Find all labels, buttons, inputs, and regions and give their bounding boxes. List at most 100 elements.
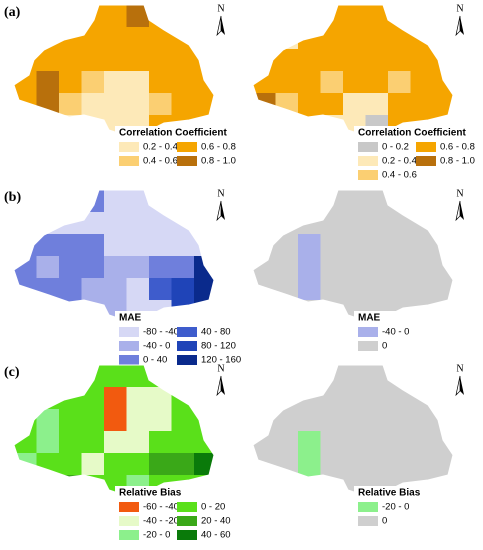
- legend-label: -20 - 0: [382, 502, 409, 513]
- map-cell: [104, 256, 149, 278]
- north-label: N: [217, 363, 224, 374]
- north-label: N: [456, 3, 463, 14]
- legend-label: 0.8 - 1.0: [440, 156, 475, 167]
- north-arrow: [221, 16, 225, 35]
- map-cell: [275, 27, 298, 49]
- map-cell: [149, 256, 194, 278]
- map-outline: [13, 4, 215, 136]
- legend-title: MAE: [119, 313, 142, 324]
- legend-swatch: [119, 516, 139, 526]
- panel-label: (a): [4, 5, 21, 20]
- north-arrow: [221, 376, 225, 395]
- legend-label: 40 - 60: [201, 530, 231, 541]
- north-arrow: [460, 376, 464, 395]
- map-cell: [320, 71, 343, 93]
- legend-swatch: [177, 502, 197, 512]
- legend-label: 0 - 20: [201, 502, 225, 513]
- legend-swatch: [119, 502, 139, 512]
- legend-swatch: [358, 170, 378, 180]
- map-outline: [252, 364, 454, 496]
- map: [252, 4, 454, 136]
- map-cell: [126, 5, 149, 27]
- north-arrow-half: [455, 200, 461, 222]
- map-outline: [13, 364, 215, 496]
- legend-label: -40 - 0: [143, 341, 170, 352]
- legend-title: Relative Bias: [358, 488, 421, 499]
- north-label: N: [217, 188, 224, 199]
- panel-label: (b): [4, 190, 21, 205]
- map-outline: [13, 189, 215, 321]
- legend-label: 0.2 - 0.4: [382, 156, 417, 167]
- legend-swatch: [119, 341, 139, 351]
- legend-title: Relative Bias: [119, 488, 182, 499]
- legend-label: -40 - 0: [382, 327, 409, 338]
- legend-label: 0.6 - 0.8: [201, 142, 236, 153]
- map-outline: [252, 4, 454, 136]
- legend-swatch: [358, 341, 378, 351]
- map-cell: [126, 431, 149, 453]
- legend-title: Correlation Coefficient: [119, 128, 227, 139]
- legend-label: 120 - 160: [201, 355, 241, 366]
- map-cell: [59, 475, 82, 495]
- legend-label: -60 - -40: [143, 502, 179, 513]
- legend-swatch: [177, 516, 197, 526]
- map-cell: [298, 431, 321, 495]
- map-cell: [36, 71, 59, 115]
- map: [13, 364, 215, 496]
- map-cell: [149, 93, 172, 115]
- legend-label: 40 - 80: [201, 327, 231, 338]
- map: [13, 189, 215, 321]
- north-label: N: [217, 3, 224, 14]
- map: [13, 4, 215, 136]
- legend-swatch: [119, 142, 139, 152]
- map-cell: [59, 115, 82, 135]
- legend-swatch: [177, 341, 197, 351]
- legend-label: -40 - -20: [143, 516, 179, 527]
- legend-label: 0.2 - 0.4: [143, 142, 178, 153]
- legend-swatch: [177, 142, 197, 152]
- legend-swatch: [177, 327, 197, 337]
- map: [252, 364, 454, 496]
- legend-swatch: [119, 355, 139, 365]
- legend-label: 0: [382, 341, 387, 352]
- legend-swatch: [416, 156, 436, 166]
- map-cell: [59, 93, 82, 115]
- north-arrow: [221, 201, 225, 220]
- legend-label: 0.4 - 0.6: [143, 156, 178, 167]
- north-arrow-half: [216, 375, 222, 397]
- map-cell: [81, 453, 104, 475]
- legend-label: 0.6 - 0.8: [440, 142, 475, 153]
- map-cell: [126, 387, 149, 431]
- north-arrow-half: [216, 200, 222, 222]
- panel-label: (c): [4, 365, 20, 380]
- legend-title: Correlation Coefficient: [358, 128, 466, 139]
- north-arrow-half: [455, 15, 461, 37]
- map: [252, 189, 454, 321]
- map-cell: [298, 234, 321, 300]
- map-cell: [320, 115, 343, 135]
- north-arrow: [460, 201, 464, 220]
- map-cell: [36, 409, 59, 453]
- map-cell: [59, 190, 104, 212]
- map-cell: [149, 387, 172, 431]
- map-cell: [388, 71, 411, 93]
- legend-swatch: [119, 156, 139, 166]
- map-cell: [14, 453, 37, 495]
- legend-swatch: [177, 355, 197, 365]
- legend-swatch: [358, 142, 378, 152]
- legend-swatch: [119, 530, 139, 540]
- legend-label: 0 - 0.2: [382, 142, 409, 153]
- legend-swatch: [358, 327, 378, 337]
- map-cell: [36, 256, 59, 278]
- map-cell: [81, 71, 104, 93]
- legend-swatch: [358, 156, 378, 166]
- legend-swatch: [119, 327, 139, 337]
- legend-swatch: [358, 516, 378, 526]
- north-arrow: [460, 16, 464, 35]
- legend-swatch: [177, 530, 197, 540]
- legend-swatch: [177, 156, 197, 166]
- map-cell: [104, 71, 149, 135]
- map-cell: [194, 453, 214, 475]
- legend-title: MAE: [358, 313, 381, 324]
